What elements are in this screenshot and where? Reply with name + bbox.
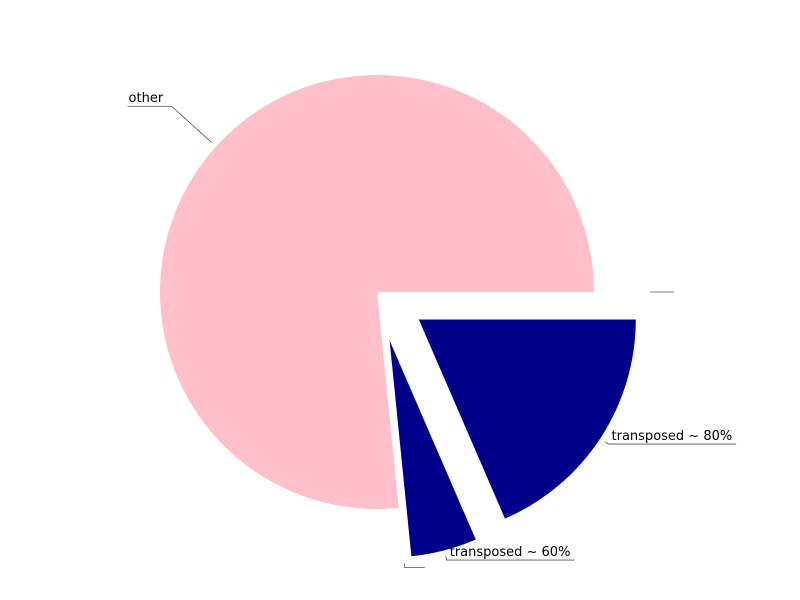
leader-line xyxy=(127,105,212,143)
pie-slice-transposed-60- xyxy=(389,340,476,557)
slice-label: transposed ~ 80% xyxy=(612,429,733,444)
slice-label: other xyxy=(129,91,164,106)
leader-line xyxy=(404,563,425,569)
leader-line xyxy=(445,556,575,561)
pie-slice-transposed-80- xyxy=(418,319,636,519)
leader-line xyxy=(604,441,737,445)
pie-slice-other xyxy=(159,74,594,509)
slice-label: transposed ~ 60% xyxy=(450,545,571,560)
